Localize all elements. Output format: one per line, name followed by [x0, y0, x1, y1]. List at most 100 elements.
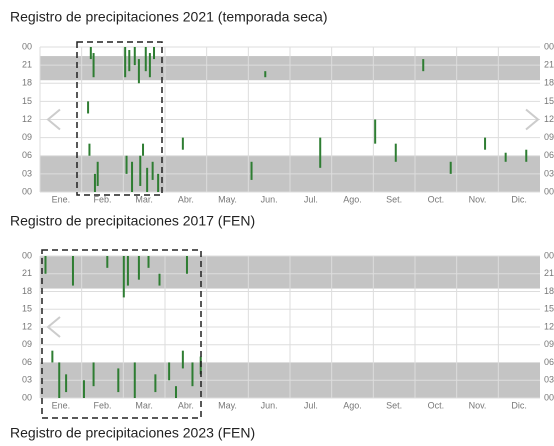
- rain-event: [264, 71, 267, 78]
- x-tick-label: Ene.: [52, 400, 71, 410]
- chart-title: Registro de precipitaciones 2017 (FEN): [10, 213, 255, 229]
- rain-event: [93, 173, 96, 192]
- y-tick-label: 09: [22, 132, 32, 142]
- y-tick-label-right: 12: [544, 114, 554, 124]
- rain-event: [168, 362, 171, 381]
- x-tick-label: Set.: [386, 400, 402, 410]
- y-tick-label-right: 00: [544, 392, 554, 402]
- rain-event: [58, 362, 61, 398]
- x-tick-label: Abr.: [178, 194, 194, 204]
- chart-title: Registro de precipitaciones 2023 (FEN): [10, 425, 255, 441]
- rain-event: [422, 59, 425, 72]
- rain-event: [181, 137, 184, 150]
- rain-event: [394, 143, 397, 162]
- x-tick-label: Oct.: [428, 194, 445, 204]
- y-tick-label-right: 00: [544, 186, 554, 196]
- y-tick-label-right: 06: [544, 150, 554, 160]
- x-tick-label: Feb.: [93, 400, 111, 410]
- x-tick-label: Ago.: [343, 400, 362, 410]
- rain-event: [92, 53, 95, 78]
- rain-event: [174, 386, 177, 398]
- y-tick-label: 00: [22, 186, 32, 196]
- y-tick-label: 09: [22, 339, 32, 349]
- rain-event: [144, 47, 147, 72]
- x-tick-label: Mar.: [135, 194, 153, 204]
- rain-event: [128, 50, 131, 72]
- x-tick-label: Ene.: [52, 194, 71, 204]
- rain-event: [374, 119, 377, 144]
- x-tick-label: Abr.: [178, 400, 194, 410]
- y-tick-label: 06: [22, 357, 32, 367]
- x-tick-label: Jul.: [304, 400, 318, 410]
- rain-event: [124, 47, 127, 78]
- x-tick-label: Dic.: [511, 400, 527, 410]
- y-tick-label: 18: [22, 78, 32, 88]
- x-tick-label: Oct.: [428, 400, 445, 410]
- highlight-box: [41, 249, 202, 419]
- y-tick-label-right: 18: [544, 78, 554, 88]
- rain-event: [133, 362, 136, 398]
- y-tick-label: 21: [22, 60, 32, 70]
- y-tick-label: 18: [22, 286, 32, 296]
- x-tick-label: Jun.: [261, 400, 278, 410]
- rain-event: [82, 380, 85, 398]
- y-tick-label-right: 21: [544, 60, 554, 70]
- rain-event: [525, 149, 528, 162]
- rain-event: [154, 374, 157, 393]
- rain-event: [137, 59, 140, 84]
- y-tick-label-right: 12: [544, 321, 554, 331]
- y-tick-label-right: 09: [544, 132, 554, 142]
- y-tick-label: 00: [22, 41, 32, 51]
- x-tick-label: Jun.: [261, 194, 278, 204]
- rain-event: [146, 167, 149, 192]
- y-tick-label: 00: [22, 392, 32, 402]
- rain-event: [92, 362, 95, 387]
- y-tick-label-right: 15: [544, 304, 554, 314]
- rain-event: [51, 350, 54, 363]
- y-tick-label-right: 03: [544, 375, 554, 385]
- rain-event: [142, 143, 145, 156]
- x-tick-label: May.: [218, 400, 237, 410]
- rain-event: [65, 374, 68, 393]
- rain-event: [125, 155, 128, 174]
- y-tick-label: 03: [22, 168, 32, 178]
- x-tick-label: Jul.: [304, 194, 318, 204]
- rain-event: [153, 47, 156, 60]
- rain-event: [139, 155, 142, 186]
- nav-arrow-left: [46, 108, 61, 131]
- x-tick-label: Dic.: [511, 194, 527, 204]
- rain-event: [484, 137, 487, 150]
- rain-event: [250, 161, 253, 180]
- y-tick-label: 00: [22, 250, 32, 260]
- rain-event: [87, 101, 90, 114]
- y-tick-label-right: 21: [544, 268, 554, 278]
- rain-event: [185, 256, 188, 274]
- rain-event: [117, 368, 120, 393]
- rain-event: [96, 161, 99, 186]
- rain-event: [158, 273, 161, 286]
- y-tick-label-right: 00: [544, 41, 554, 51]
- x-tick-label: May.: [218, 194, 237, 204]
- y-tick-label-right: 18: [544, 286, 554, 296]
- rain-event: [44, 256, 47, 274]
- x-tick-label: Ago.: [343, 194, 362, 204]
- rain-event: [133, 47, 136, 66]
- y-tick-label-right: 15: [544, 96, 554, 106]
- rain-event: [71, 256, 74, 286]
- rain-event: [148, 53, 151, 78]
- rain-event: [126, 256, 129, 286]
- rain-event: [89, 47, 92, 60]
- nav-arrow-left: [46, 316, 61, 338]
- chart-title: Registro de precipitaciones 2021 (tempor…: [10, 9, 328, 25]
- rain-event: [449, 161, 452, 174]
- x-tick-label: Nov.: [469, 194, 487, 204]
- y-tick-label-right: 03: [544, 168, 554, 178]
- x-tick-label: Set.: [386, 194, 402, 204]
- rain-event: [191, 362, 194, 387]
- rain-event: [137, 256, 140, 280]
- y-tick-label-right: 06: [544, 357, 554, 367]
- rain-event: [319, 137, 322, 168]
- rain-event: [122, 256, 125, 298]
- highlight-box: [76, 41, 163, 196]
